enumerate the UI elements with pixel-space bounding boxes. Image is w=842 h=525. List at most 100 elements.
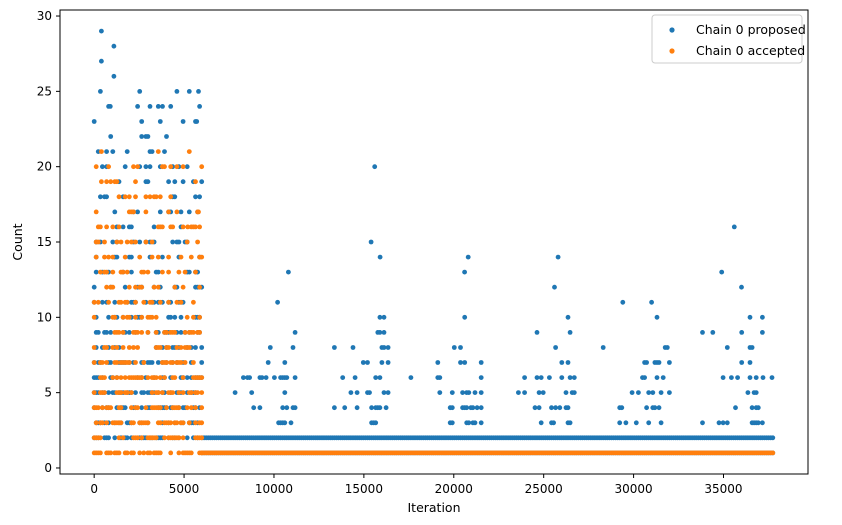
y-tick-label: 30: [37, 9, 52, 23]
data-point: [770, 435, 776, 441]
data-point: [110, 284, 116, 290]
data-point: [629, 390, 635, 395]
data-point: [99, 58, 104, 64]
data-point: [108, 179, 114, 185]
data-point: [280, 405, 286, 411]
data-point: [408, 375, 414, 380]
data-point: [133, 179, 138, 185]
data-point: [178, 299, 184, 305]
data-point: [538, 420, 544, 426]
data-point: [98, 194, 103, 200]
data-point: [116, 224, 122, 230]
data-point: [377, 254, 383, 260]
data-point: [644, 405, 649, 411]
data-point: [168, 194, 174, 200]
data-point: [199, 254, 205, 260]
data-point: [753, 390, 759, 395]
data-point: [170, 239, 176, 245]
data-point: [667, 360, 672, 365]
data-point: [257, 405, 263, 411]
y-tick-label: 15: [37, 235, 52, 249]
data-point: [100, 299, 105, 305]
data-point: [120, 330, 126, 335]
data-point: [372, 164, 378, 170]
data-point: [135, 164, 141, 170]
data-point: [178, 314, 184, 320]
data-point: [176, 435, 182, 441]
data-point: [153, 314, 159, 320]
data-point: [188, 405, 194, 411]
axes: 0 5000 10000 15000 20000 25000 30000 35000 0 5 10 1…: [37, 9, 809, 496]
data-point: [104, 224, 109, 230]
data-point: [143, 194, 149, 200]
data-point: [100, 420, 105, 426]
data-point: [147, 164, 153, 170]
data-point: [536, 405, 542, 411]
data-point: [184, 375, 190, 380]
data-point: [516, 390, 521, 395]
data-point: [180, 375, 186, 380]
data-point: [155, 149, 161, 155]
data-point: [656, 360, 662, 365]
data-point: [652, 405, 658, 411]
data-point: [365, 360, 370, 365]
data-point: [151, 284, 157, 290]
data-point: [149, 390, 155, 395]
data-point: [180, 284, 186, 290]
data-point: [106, 164, 111, 170]
data-point: [199, 420, 205, 426]
data-point: [164, 134, 169, 139]
data-point: [131, 209, 136, 215]
data-point: [263, 375, 269, 380]
data-point: [118, 390, 124, 395]
data-point: [98, 89, 103, 94]
data-point: [747, 375, 753, 380]
data-point: [567, 420, 573, 426]
data-point: [180, 179, 186, 185]
data-point: [749, 405, 755, 411]
data-point: [174, 164, 180, 170]
data-point: [466, 390, 472, 395]
data-point: [354, 390, 360, 395]
data-point: [145, 179, 151, 185]
data-point: [122, 284, 128, 290]
y-axis-label: Count: [10, 223, 25, 260]
data-point: [110, 224, 116, 230]
legend: Chain 0 proposed Chain 0 accepted: [651, 14, 806, 64]
data-point: [470, 405, 476, 411]
data-point: [172, 314, 178, 320]
data-point: [719, 269, 725, 275]
data-point: [478, 405, 484, 411]
data-point: [131, 450, 136, 456]
data-point: [292, 405, 298, 411]
legend-box: [651, 14, 803, 64]
data-point: [120, 435, 126, 441]
data-point: [478, 420, 484, 426]
data-point: [381, 330, 387, 335]
data-point: [108, 405, 114, 411]
data-point: [186, 149, 192, 155]
data-point: [124, 149, 130, 155]
data-point: [354, 405, 360, 411]
data-point: [114, 179, 120, 185]
data-point: [153, 194, 159, 200]
data-point: [247, 375, 253, 380]
data-point: [174, 89, 180, 94]
data-point: [176, 450, 182, 456]
data-point: [99, 28, 104, 34]
data-point: [114, 239, 120, 245]
data-point: [747, 360, 753, 365]
data-point: [292, 375, 298, 380]
data-point: [720, 420, 726, 426]
data-point: [129, 390, 134, 395]
data-point: [133, 194, 138, 200]
data-point: [186, 89, 192, 94]
y-tick-label: 5: [44, 386, 52, 400]
data-point: [116, 330, 122, 335]
data-point: [155, 360, 161, 365]
data-point: [160, 254, 165, 260]
data-point: [99, 149, 104, 155]
data-point: [104, 269, 109, 275]
data-point: [120, 269, 126, 275]
data-point: [157, 450, 163, 456]
